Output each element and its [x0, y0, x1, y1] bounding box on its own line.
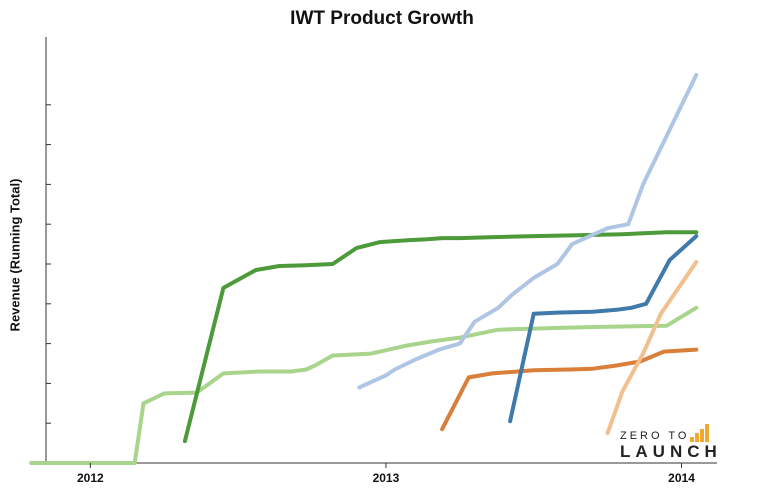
zero-to-launch-logo: ZERO TO LAUNCH: [620, 424, 720, 464]
series-group: [29, 72, 699, 465]
series-line-1: [29, 305, 699, 465]
series-line-2: [182, 230, 699, 444]
logo-bars-icon: [690, 424, 712, 442]
axes: [45, 37, 717, 464]
logo-line-2: LAUNCH: [620, 442, 722, 461]
series-line-6: [605, 260, 699, 436]
series-line-3: [357, 72, 699, 390]
series-line-4: [440, 347, 699, 432]
x-tick-label-2012: 2012: [77, 471, 104, 485]
logo-line-1: ZERO TO: [620, 430, 690, 442]
series-line-5: [508, 234, 699, 424]
x-tick-label-2014: 2014: [668, 471, 695, 485]
x-tick-label-2013: 2013: [373, 471, 400, 485]
chart-title: IWT Product Growth: [290, 8, 474, 29]
x-tick-labels: 2012 2013 2014: [77, 463, 695, 485]
